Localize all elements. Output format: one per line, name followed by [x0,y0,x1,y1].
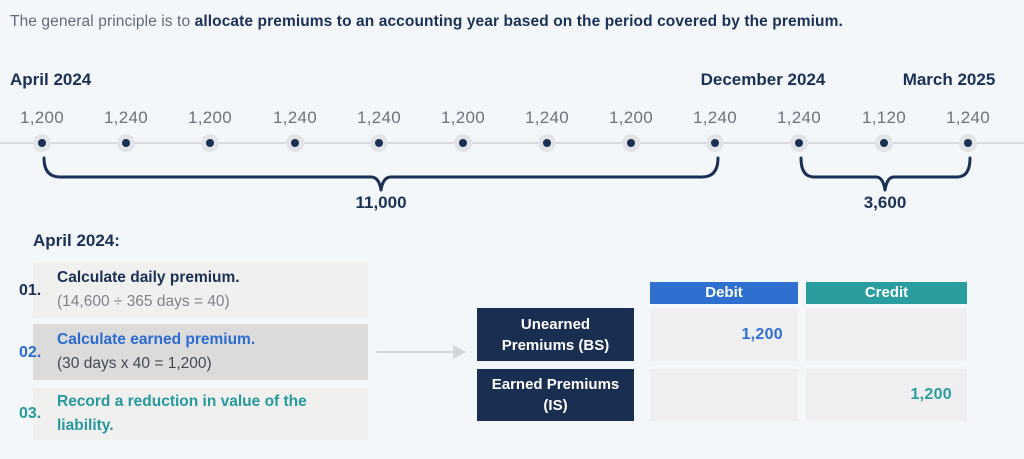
point-value: 1,240 [524,108,570,127]
point-dot-icon [706,134,724,152]
bracket-total-first-period: 11,000 [355,193,407,212]
point-dot-icon [790,134,808,152]
point-dot-icon [117,134,135,152]
point-value: 1,240 [692,108,738,127]
timeline-point: 1,240 [757,108,841,152]
point-value: 1,240 [776,108,822,127]
point-dot-icon [538,134,556,152]
point-dot-icon [33,134,51,152]
breakdown-heading: April 2024: [33,231,120,250]
month-label-april-2024: April 2024 [10,70,92,89]
credit-amount-cell [806,308,967,361]
account-line: Unearned [520,315,591,333]
account-line: Earned Premiums [491,376,620,393]
point-dot-icon [959,134,977,152]
account-line: Premiums (BS) [501,336,610,354]
step-number-1: 01. [19,282,42,299]
timeline-point: 1,120 [842,108,926,152]
point-value: 1,200 [187,108,233,127]
account-cell-earned-premiums: Earned Premiums (IS) [477,369,634,421]
debit-amount-cell: 1,200 [650,308,798,361]
intro-prefix: The general principle is to [10,13,195,30]
point-value: 1,240 [356,108,402,127]
point-value: 1,200 [608,108,654,127]
step-title: Calculate earned premium. [57,331,256,348]
step-title: Record a reduction in value of the liabi… [57,393,307,434]
point-value: 1,240 [272,108,318,127]
point-dot-icon [454,134,472,152]
point-dot-icon [286,134,304,152]
month-label-december-2024: December 2024 [700,70,826,89]
timeline-point: 1,240 [253,108,337,152]
step-number-3: 03. [19,405,42,422]
step-detail: (30 days x 40 = 1,200) [57,355,212,372]
step-title: Calculate daily premium. [57,269,240,286]
point-value: 1,120 [861,108,907,127]
month-label-march-2025: March 2025 [902,70,996,89]
timeline-point: 1,240 [673,108,757,152]
timeline-point: 1,240 [84,108,168,152]
bracket-total-second-period: 3,600 [863,193,907,212]
column-header-credit: Credit [806,282,967,304]
point-dot-icon [875,134,893,152]
credit-amount-cell: 1,200 [806,369,967,421]
timeline-point: 1,240 [926,108,1010,152]
point-value: 1,200 [440,108,486,127]
account-line: (IS) [543,397,568,414]
point-value: 1,200 [19,108,65,127]
step-item-3: Record a reduction in value of the liabi… [33,388,368,440]
intro-text: The general principle is to allocate pre… [10,13,843,31]
step-item-2: Calculate earned premium. (30 days x 40 … [33,324,368,380]
timeline-point: 1,200 [168,108,252,152]
point-dot-icon [370,134,388,152]
timeline-point: 1,240 [505,108,589,152]
point-value: 1,240 [945,108,991,127]
step-number-2: 02. [19,344,42,361]
point-dot-icon [622,134,640,152]
step-detail: (14,600 ÷ 365 days = 40) [57,293,230,310]
timeline-axis-line [0,142,1024,144]
account-cell-unearned-premiums: Unearned Premiums (BS) [477,308,634,361]
point-dot-icon [201,134,219,152]
point-value: 1,240 [103,108,149,127]
intro-bold: allocate premiums to an accounting year … [194,13,843,30]
timeline-point: 1,200 [589,108,673,152]
flow-arrow-icon [376,345,466,359]
step-item-1: Calculate daily premium. (14,600 ÷ 365 d… [33,262,368,318]
column-header-debit: Debit [650,282,798,304]
timeline-point: 1,200 [421,108,505,152]
debit-amount-cell [650,369,798,421]
timeline-point: 1,240 [337,108,421,152]
timeline-point: 1,200 [0,108,84,152]
bracket-group-icon [42,156,972,192]
